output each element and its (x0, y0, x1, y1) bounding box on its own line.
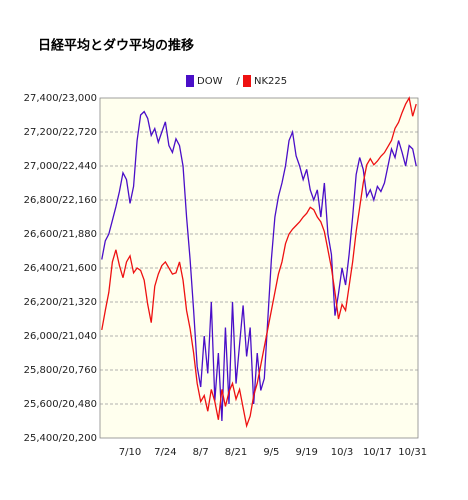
y-tick-label: 26,200/21,320 (24, 297, 97, 308)
x-tick-label: 7/24 (154, 447, 176, 458)
y-tick-label: 27,400/23,000 (24, 93, 97, 104)
x-tick-label: 10/31 (398, 447, 427, 458)
legend-label: NK225 (254, 76, 287, 87)
y-tick-label: 25,600/20,480 (24, 399, 97, 410)
y-tick-label: 27,000/22,440 (24, 161, 97, 172)
x-tick-label: 9/5 (263, 447, 279, 458)
y-tick-label: 26,400/21,600 (24, 263, 97, 274)
x-tick-label: 9/19 (295, 447, 317, 458)
legend-swatch (186, 75, 194, 87)
chart-title: 日経平均とダウ平均の推移 (38, 38, 194, 54)
series-line (101, 96, 417, 429)
y-tick-label: 26,000/21,040 (24, 331, 97, 342)
y-tick-label: 27,200/22,720 (24, 127, 97, 138)
x-tick-label: 10/3 (331, 447, 353, 458)
x-tick-label: 10/17 (363, 447, 392, 458)
y-tick-label: 26,800/22,160 (24, 195, 97, 206)
legend-separator: / (236, 76, 240, 87)
x-tick-label: 8/21 (225, 447, 247, 458)
legend-label: DOW (197, 76, 223, 87)
y-tick-label: 25,800/20,760 (24, 365, 97, 376)
y-tick-label: 25,400/20,200 (24, 433, 97, 444)
x-tick-label: 8/7 (193, 447, 209, 458)
x-tick-label: 7/10 (119, 447, 141, 458)
y-tick-label: 26,600/21,880 (24, 229, 97, 240)
legend-swatch (243, 75, 251, 87)
